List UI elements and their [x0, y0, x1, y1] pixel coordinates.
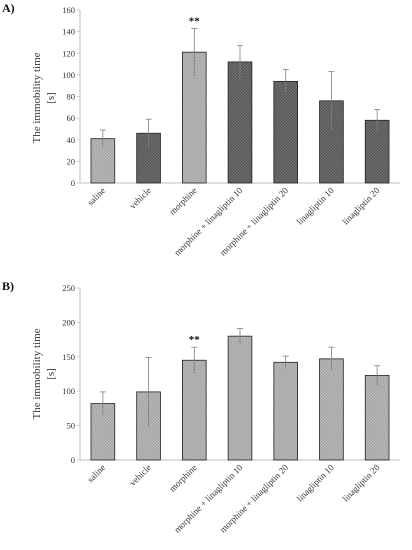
- panel-label-a: A): [2, 1, 15, 15]
- y-axis-title-b-line2: [s]: [45, 368, 57, 380]
- y-axis-title-b-line1: The immobility time: [31, 328, 43, 419]
- y-tick-label: 40: [67, 135, 76, 145]
- chart-panel-b: B) The immobility time [s] 0 50 100 150 200 2…: [2, 279, 400, 535]
- y-axis-title-a: The immobility time [s]: [31, 52, 57, 143]
- bar-linagliptin-10: [319, 358, 344, 461]
- y-tick-label: 0: [71, 178, 75, 188]
- x-tick-label: morphine: [167, 185, 198, 216]
- x-tick-label: linagliptin 20: [340, 462, 382, 504]
- y-tick-label: 0: [71, 455, 75, 465]
- bar-morphine-linagliptin-10: [227, 335, 253, 461]
- bar-morphine-linagliptin-10: [227, 61, 253, 184]
- y-tick-label: 60: [67, 113, 76, 123]
- bar-morphine: [181, 359, 207, 461]
- x-tick-label: saline: [85, 462, 107, 484]
- y-axis-title-b: The immobility time [s]: [31, 328, 57, 419]
- y-axis-title-a-line2: [s]: [45, 92, 57, 104]
- panel-label-b: B): [2, 279, 14, 293]
- significance-marker: **: [189, 15, 201, 27]
- y-tick-label: 100: [62, 386, 75, 396]
- y-tick-label: 200: [62, 317, 75, 327]
- y-tick-label: 250: [62, 283, 75, 293]
- chart-panel-a: A) The immobility time [s] 0 20 40 60 80 100 1…: [2, 1, 400, 258]
- significance-marker: **: [189, 334, 201, 346]
- plot-area-a: 0 20 40 60 80 100 120 140 160 saline vehicle morphi…: [62, 5, 400, 258]
- x-tick-label: vehicle: [128, 462, 153, 487]
- y-tick-label: 160: [62, 5, 75, 15]
- y-axis-title-a-line1: The immobility time: [31, 52, 43, 143]
- x-tick-label: linagliptin 20: [340, 185, 382, 227]
- x-tick-label: linagliptin 10: [295, 185, 337, 227]
- y-tick-label: 50: [67, 421, 76, 431]
- y-tick-label: 120: [62, 48, 75, 58]
- bar-morphine-linagliptin-20: [273, 80, 299, 184]
- x-tick-label: vehicle: [128, 185, 153, 210]
- y-tick-label: 100: [62, 70, 75, 80]
- x-tick-label: linagliptin 10: [295, 462, 337, 504]
- y-tick-label: 80: [67, 92, 76, 102]
- y-tick-label: 140: [62, 27, 75, 37]
- bar-morphine-linagliptin-20: [273, 361, 299, 461]
- x-tick-label: morphine: [167, 462, 198, 493]
- y-tick-label: 150: [62, 352, 75, 362]
- y-tick-label: 20: [67, 156, 76, 166]
- x-tick-label: saline: [85, 185, 107, 207]
- bar-linagliptin-20: [364, 374, 390, 461]
